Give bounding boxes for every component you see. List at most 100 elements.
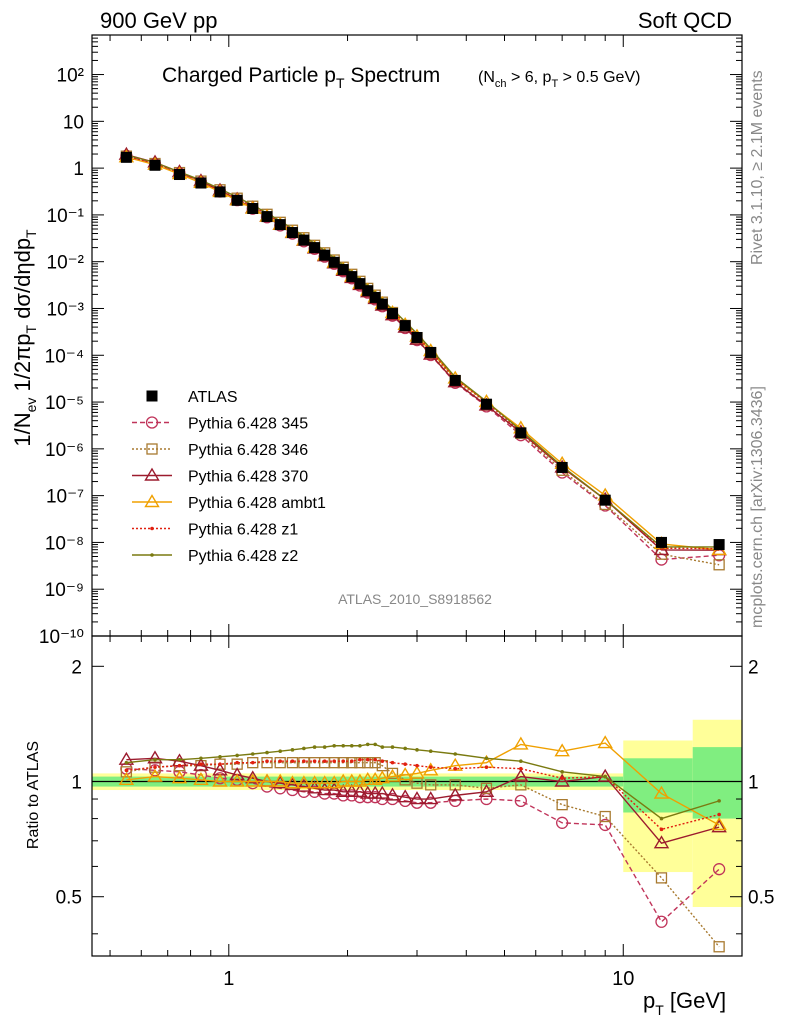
ratio-point <box>302 759 306 763</box>
ratio-point <box>384 768 401 782</box>
ratio-point <box>284 775 301 789</box>
ratio-point <box>235 753 239 758</box>
ratio-point <box>513 768 529 782</box>
ratio-point <box>365 742 370 747</box>
ratio-point <box>711 817 727 831</box>
ratio-tick-label-right: 0.5 <box>748 888 774 909</box>
ratio-point <box>218 762 222 766</box>
ratio-point <box>290 759 295 763</box>
ratio-point <box>326 775 342 789</box>
ratio-point <box>312 745 317 749</box>
ratio-point <box>341 759 346 763</box>
ratio-point <box>428 765 433 769</box>
legend-entry: Pythia 6.428 345 <box>132 416 308 433</box>
y-axis-label-top: 1/Nev 1/2πpT dσ/dηdpT <box>10 229 39 447</box>
title-main: Charged Particle p <box>162 64 336 87</box>
legend-marker <box>150 553 154 557</box>
ratio-point <box>713 941 725 953</box>
ratio-point <box>373 757 377 762</box>
ratio-point <box>229 767 245 781</box>
atlas-point <box>337 264 349 276</box>
ratio-point <box>352 783 368 797</box>
ratio-pythia-6.428-ambt1 <box>118 735 727 831</box>
ratio-point <box>349 743 354 748</box>
legend-label: Pythia 6.428 ambt1 <box>188 495 326 512</box>
ratio-point <box>358 743 362 748</box>
ratio-pythia-6.428-z1 <box>124 757 721 832</box>
ratio-point <box>415 763 419 768</box>
ratio-point <box>235 760 239 765</box>
header-left: 900 GeV pp <box>100 8 217 33</box>
mcplots-label: mcplots.cern.ch [arXiv:1306.3436] <box>749 386 766 628</box>
ratio-point <box>397 789 413 803</box>
ratio-point <box>346 757 358 769</box>
legend-label: Pythia 6.428 z1 <box>188 522 298 539</box>
series-line <box>126 154 720 548</box>
legend-entry: Pythia 6.428 z2 <box>132 548 298 565</box>
x-tick-label: 10 <box>612 968 634 990</box>
atlas-point <box>214 186 226 198</box>
cut-mid: > 6, p <box>507 69 552 86</box>
ratio-point <box>312 759 317 763</box>
cut-sub1: ch <box>495 78 507 90</box>
ratio-tick-label-right: 2 <box>748 657 759 678</box>
ratio-point <box>341 743 346 748</box>
error-band-inner <box>692 747 742 819</box>
atlas-point <box>556 461 568 473</box>
ratio-point <box>153 765 157 769</box>
ratio-point <box>298 757 310 769</box>
atlas-point <box>354 278 366 290</box>
ratio-point <box>359 771 376 786</box>
cut-text: (N <box>478 69 495 86</box>
legend-marker <box>144 494 160 508</box>
ratio-tick-label-left: 2 <box>71 657 82 678</box>
ratio-point <box>199 756 203 761</box>
svg-text:(Nch > 6, pT > 0.5 GeV): (Nch > 6, pT > 0.5 GeV) <box>478 69 640 90</box>
atlas-point <box>231 194 243 206</box>
svg-text:Charged Particle pT Spectrum: Charged Particle pT Spectrum <box>162 64 440 91</box>
ratio-point <box>373 742 377 747</box>
series-line <box>126 156 720 551</box>
ratio-point <box>425 779 437 791</box>
ratio-point <box>515 779 527 791</box>
legend-label: Pythia 6.428 370 <box>188 469 308 486</box>
y-tick-label: 10⁻⁶ <box>45 440 84 461</box>
ratio-point <box>478 783 495 797</box>
ratio-point <box>250 752 255 756</box>
cut-sub2: T <box>551 78 558 90</box>
legend-label: ATLAS <box>188 389 238 406</box>
y-tick-label: 10⁻³ <box>47 299 85 320</box>
ratio-point <box>554 743 570 757</box>
ratio-point <box>428 749 433 754</box>
analysis-watermark: ATLAS_2010_S8918562 <box>338 591 492 607</box>
x-tick-label: 1 <box>223 968 234 990</box>
rivet-label: Rivet 3.1.10, ≥ 2.1M events <box>749 70 766 265</box>
ratio-point <box>193 771 209 786</box>
ratio-point <box>229 773 245 787</box>
series-pythia-6.428-ambt1 <box>118 149 727 556</box>
ratio-point <box>296 775 312 789</box>
ratio-point <box>597 735 613 749</box>
ratio-point <box>659 816 664 821</box>
ratio-point <box>653 835 670 849</box>
legend-entry: Pythia 6.428 ambt1 <box>132 494 326 512</box>
title-suffix: Spectrum <box>345 64 441 87</box>
ratio-point <box>554 773 570 787</box>
ratio-point <box>365 757 370 762</box>
atlas-point <box>411 331 423 343</box>
atlas-point <box>149 159 161 171</box>
series-line <box>126 153 720 551</box>
ratio-point <box>358 757 362 762</box>
series-atlas <box>120 151 725 551</box>
atlas-point <box>599 494 611 506</box>
atlas-point <box>713 539 725 551</box>
ratio-point <box>655 915 668 928</box>
atlas-point <box>369 291 381 303</box>
legend-marker <box>145 416 159 429</box>
ratio-point <box>717 799 721 803</box>
series-pythia-6.428-z1 <box>124 154 721 551</box>
ratio-point <box>409 765 425 779</box>
y-tick-label: 10⁻¹⁰ <box>39 627 84 648</box>
atlas-point <box>362 285 374 297</box>
